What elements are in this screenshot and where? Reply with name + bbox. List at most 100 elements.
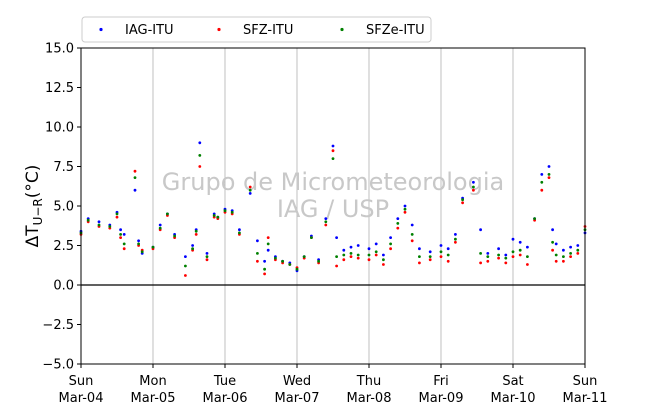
data-point xyxy=(349,255,353,258)
data-point xyxy=(547,176,551,180)
data-point xyxy=(526,255,529,258)
data-point xyxy=(410,223,414,227)
data-point xyxy=(547,173,551,176)
data-point xyxy=(554,242,558,246)
y-tick-label: 12.5 xyxy=(45,81,74,96)
data-point xyxy=(331,149,335,153)
data-point xyxy=(356,253,360,257)
data-point xyxy=(518,253,522,257)
data-point xyxy=(205,255,209,258)
data-point xyxy=(248,192,252,195)
data-point xyxy=(526,245,529,249)
data-point xyxy=(576,244,580,247)
y-ticks: −5.0 −2.5 0.0 2.5 5.0 7.5 10.0 12.5 15.0 xyxy=(42,42,81,373)
data-point xyxy=(263,267,266,271)
data-point xyxy=(569,252,572,255)
data-point xyxy=(569,245,572,249)
data-point xyxy=(158,226,162,230)
data-point xyxy=(302,255,306,258)
data-point xyxy=(486,259,490,263)
data-point xyxy=(472,188,475,192)
data-point xyxy=(554,253,558,257)
data-point xyxy=(266,242,270,246)
data-point xyxy=(248,185,252,189)
data-point xyxy=(238,228,241,232)
data-point xyxy=(454,237,457,241)
data-point xyxy=(472,180,475,184)
data-point xyxy=(97,223,101,227)
data-point xyxy=(133,169,137,173)
data-point xyxy=(562,255,565,258)
x-tick-day: Thu xyxy=(356,374,381,389)
data-point xyxy=(382,263,385,266)
x-tick-date: Mar-05 xyxy=(131,391,176,406)
data-point xyxy=(540,180,544,184)
data-point xyxy=(461,198,464,202)
watermark: Grupo de Micrometeorologia IAG / USP xyxy=(162,168,504,223)
data-point xyxy=(367,253,371,257)
y-axis-label: ΔTU−R(°C) xyxy=(23,165,45,248)
y-axis-label-delta: ΔT xyxy=(23,225,43,248)
data-point xyxy=(479,261,482,265)
x-tick-date: Mar-11 xyxy=(563,391,608,406)
data-point xyxy=(410,233,414,236)
data-point xyxy=(396,226,400,230)
data-point xyxy=(223,209,227,213)
data-point xyxy=(335,264,338,268)
data-point xyxy=(119,236,122,240)
y-tick-label: 0.0 xyxy=(53,279,74,294)
data-point xyxy=(133,176,137,180)
data-point xyxy=(122,247,126,251)
data-point xyxy=(356,256,360,260)
data-point xyxy=(191,247,195,251)
data-point xyxy=(335,236,338,240)
legend-label: SFZ-ITU xyxy=(243,23,293,38)
data-point xyxy=(504,261,508,265)
data-point xyxy=(331,157,335,161)
watermark-line-2: IAG / USP xyxy=(277,195,389,223)
data-point xyxy=(342,258,346,262)
x-tick-date: Mar-06 xyxy=(203,391,248,406)
data-point xyxy=(238,231,241,235)
y-axis-label-unit: (°C) xyxy=(23,165,43,199)
x-tick-day: Mon xyxy=(139,374,166,389)
data-point xyxy=(518,240,522,244)
data-point xyxy=(194,233,198,236)
data-point xyxy=(115,215,119,219)
data-point xyxy=(184,264,187,268)
data-point xyxy=(374,242,378,246)
data-point xyxy=(349,252,353,255)
data-point xyxy=(194,229,198,233)
data-point xyxy=(497,247,500,251)
data-point xyxy=(367,247,371,251)
data-point xyxy=(133,188,137,192)
y-tick-label: 5.0 xyxy=(53,200,74,215)
data-point xyxy=(266,248,270,252)
data-point xyxy=(439,250,443,254)
data-point xyxy=(140,250,144,254)
data-point xyxy=(389,247,392,251)
data-point xyxy=(562,259,565,263)
data-point xyxy=(216,215,220,219)
data-point xyxy=(439,244,443,247)
data-point xyxy=(540,173,544,176)
y-tick-label: 7.5 xyxy=(53,160,74,175)
legend: IAG-ITU SFZ-ITU SFZe-ITU xyxy=(81,16,432,43)
data-point xyxy=(504,256,508,260)
y-tick-label: −2.5 xyxy=(42,318,74,333)
x-tick-day: Fri xyxy=(433,374,449,389)
x-tick-date: Mar-09 xyxy=(419,391,464,406)
data-point xyxy=(576,252,580,255)
data-point xyxy=(317,259,320,263)
data-point xyxy=(526,263,529,266)
data-point xyxy=(396,217,400,221)
data-point xyxy=(324,217,328,221)
data-point xyxy=(511,255,515,258)
data-point xyxy=(428,250,432,254)
x-tick-day: Wed xyxy=(283,374,311,389)
data-point xyxy=(418,247,421,251)
legend-label: SFZe-ITU xyxy=(366,23,425,38)
data-point xyxy=(403,207,407,211)
legend-marker xyxy=(340,27,344,32)
